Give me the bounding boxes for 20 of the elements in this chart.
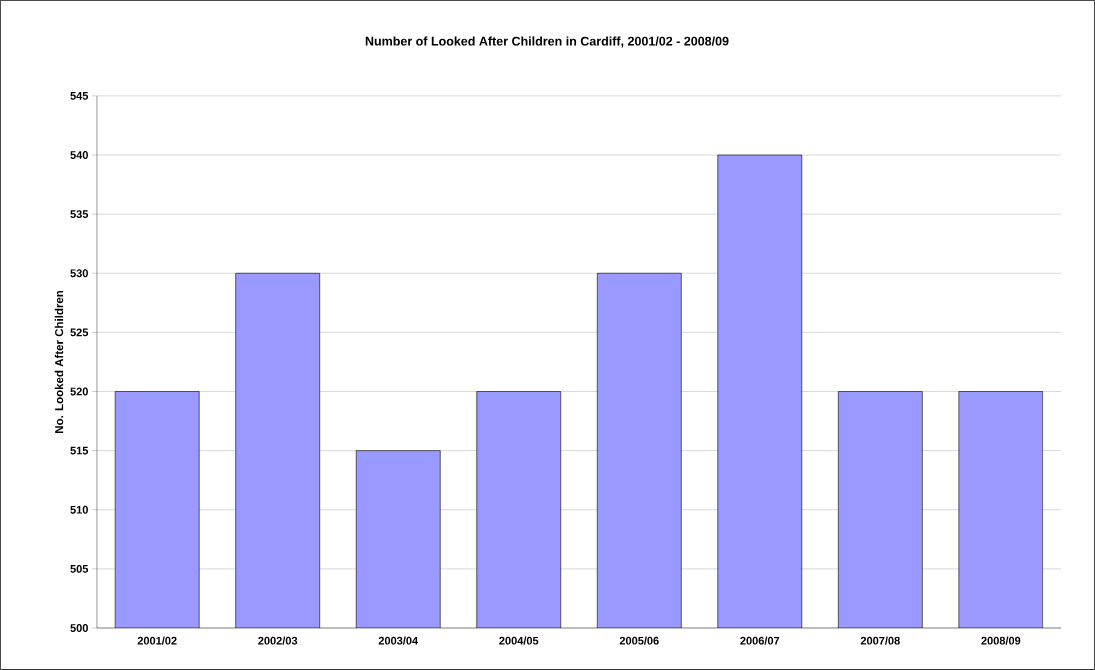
y-tick-label: 500 (70, 624, 88, 632)
y-tick-label: 525 (70, 328, 89, 337)
x-tick-label: 2001/02 (137, 636, 177, 645)
y-tick-label: 510 (70, 505, 88, 514)
x-tick-label: 2007/08 (860, 636, 900, 645)
x-tick-label: 2004/05 (499, 636, 539, 645)
y-tick-label: 505 (70, 565, 89, 573)
x-tick-label: 2005/06 (619, 636, 659, 645)
y-axis-title: No. Looked After Children (54, 290, 64, 434)
x-tick-label: 2002/03 (258, 636, 298, 645)
x-tick-label: 2003/04 (378, 636, 419, 645)
x-tick-label: 2008/09 (981, 636, 1021, 645)
y-tick-label: 530 (70, 269, 88, 278)
y-tick-label: 515 (70, 446, 89, 455)
y-tick-label: 545 (70, 92, 89, 100)
chart-title: Number of Looked After Children in Cardiff, 2001/02 - 2008/09 (365, 36, 729, 48)
y-tick-label: 535 (70, 210, 89, 219)
y-tick-label: 540 (70, 151, 88, 159)
y-tick-label: 520 (70, 387, 88, 396)
x-tick-label: 2006/07 (740, 636, 780, 645)
